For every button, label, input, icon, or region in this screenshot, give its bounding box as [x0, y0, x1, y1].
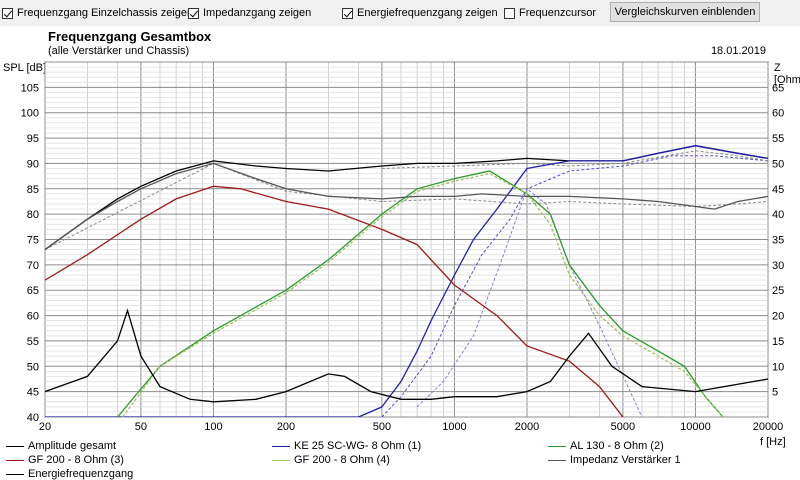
y-tick-label-right: 10: [772, 361, 784, 373]
legend-swatch: [6, 459, 24, 461]
chart-title: Frequenzgang Gesamtbox: [48, 29, 212, 44]
chart-legend: Amplitude gesamt GF 200 - 8 Ohm (3) Ener…: [0, 438, 800, 480]
y-tick-label-right: 35: [772, 235, 784, 247]
y-tick-label-right: 50: [772, 158, 784, 170]
checkbox-impedanzgang-label: Impedanzgang zeigen: [203, 7, 312, 19]
y-tick-label-left: 85: [27, 184, 39, 196]
checkbox-einzelchassis[interactable]: Frequenzgang Einzelchassis zeigen: [2, 5, 193, 21]
x-tick-label: 2000: [515, 421, 539, 433]
legend-label: Amplitude gesamt: [28, 440, 117, 452]
y-tick-label-left: 45: [27, 387, 39, 399]
y-tick-label-right: 60: [772, 108, 784, 120]
y-tick-label-left: 75: [27, 235, 39, 247]
legend-item: GF 200 - 8 Ohm (3): [6, 454, 124, 466]
y-tick-label-right: 20: [772, 311, 784, 323]
comparison-dashed-line: [416, 187, 643, 417]
legend-item: Energiefrequenzgang: [6, 468, 133, 480]
y-tick-label-left: 55: [27, 336, 39, 348]
x-tick-label: 100: [204, 421, 222, 433]
y-tick-label-left: 90: [27, 158, 39, 170]
legend-item: Amplitude gesamt: [6, 440, 116, 452]
legend-label: KE 25 SC-WG- 8 Ohm (1): [294, 440, 422, 452]
y-tick-label-left: 100: [21, 108, 39, 120]
y-tick-label-left: 40: [27, 412, 39, 424]
series-line-5: [122, 172, 724, 417]
checkbox-impedanzgang-box[interactable]: [188, 7, 199, 19]
legend-label: Energiefrequenzgang: [28, 468, 134, 480]
x-tick-label: 200: [277, 421, 295, 433]
legend-item: Impedanz Verstärker 1: [548, 454, 681, 466]
legend-swatch: [272, 445, 290, 447]
legend-label: GF 200 - 8 Ohm (3): [28, 454, 124, 466]
y-axis-right-title: Z [Ohm]: [774, 62, 800, 86]
legend-item: KE 25 SC-WG- 8 Ohm (1): [272, 440, 421, 452]
y-tick-label-right: 30: [772, 260, 784, 272]
series-line-3: [117, 170, 724, 417]
toolbar: Frequenzgang Einzelchassis zeigen Impeda…: [0, 0, 800, 26]
vergleichskurven-button[interactable]: Vergleichskurven einblenden: [610, 2, 760, 22]
x-axis-title: f [Hz]: [760, 436, 786, 448]
checkbox-frequenzcursor-label: Frequenzcursor: [519, 7, 597, 19]
y-tick-label-right: 45: [772, 184, 784, 196]
legend-item: AL 130 - 8 Ohm (2): [548, 440, 664, 452]
y-tick-label-left: 70: [27, 260, 39, 272]
x-tick-label: 20000: [753, 421, 784, 433]
legend-label: Impedanz Verstärker 1: [570, 454, 681, 466]
y-tick-label-left: 80: [27, 209, 39, 221]
y-tick-label-left: 60: [27, 311, 39, 323]
comparison-dashed-line: [381, 150, 768, 169]
checkbox-einzelchassis-label: Frequenzgang Einzelchassis zeigen: [17, 7, 194, 19]
checkbox-frequenzcursor-box[interactable]: [504, 7, 515, 19]
y-tick-label-right: 65: [772, 82, 784, 94]
x-tick-label: 20: [39, 421, 51, 433]
y-tick-label-right: 5: [772, 387, 778, 399]
frequency-response-plot: 1051009590858075706560555045406560555045…: [21, 61, 784, 433]
series-line-6: [45, 162, 768, 251]
y-tick-label-right: 55: [772, 133, 784, 145]
x-tick-label: 50: [135, 421, 147, 433]
legend-swatch: [6, 445, 24, 447]
legend-swatch: [548, 459, 566, 461]
comparison-dashed-line: [45, 162, 768, 251]
legend-swatch: [272, 459, 290, 461]
x-tick-label: 1000: [442, 421, 466, 433]
y-tick-label-left: 95: [27, 133, 39, 145]
checkbox-energiefrequenzgang-box[interactable]: [342, 7, 353, 19]
x-tick-label: 5000: [611, 421, 635, 433]
chart-date: 18.01.2019: [710, 45, 766, 57]
x-tick-label: 10000: [680, 421, 711, 433]
y-tick-label-right: 40: [772, 209, 784, 221]
checkbox-frequenzcursor[interactable]: Frequenzcursor: [504, 5, 596, 21]
y-axis-left-title: SPL [dB]: [3, 62, 47, 74]
y-tick-label-right: 15: [772, 336, 784, 348]
legend-label: AL 130 - 8 Ohm (2): [570, 440, 664, 452]
legend-swatch: [6, 473, 24, 475]
checkbox-energiefrequenzgang-label: Energiefrequenzgang zeigen: [357, 7, 498, 19]
legend-item: GF 200 - 8 Ohm (4): [272, 454, 390, 466]
y-tick-label-left: 65: [27, 285, 39, 297]
y-tick-label-left: 50: [27, 361, 39, 373]
checkbox-energiefrequenzgang[interactable]: Energiefrequenzgang zeigen: [342, 5, 498, 21]
checkbox-einzelchassis-box[interactable]: [2, 7, 13, 19]
y-tick-label-right: 25: [772, 285, 784, 297]
legend-swatch: [548, 445, 566, 447]
checkbox-impedanzgang[interactable]: Impedanzgang zeigen: [188, 5, 311, 21]
series-line-7: [45, 308, 768, 403]
y-tick-label-left: 105: [21, 82, 39, 94]
x-tick-label: 500: [373, 421, 391, 433]
series-line-2: [45, 145, 768, 417]
series-line-4: [45, 185, 624, 417]
legend-label: GF 200 - 8 Ohm (4): [294, 454, 390, 466]
chart-subtitle: (alle Verstärker und Chassis): [48, 45, 190, 57]
chart-area: Frequenzgang Gesamtbox (alle Verstärker …: [0, 26, 800, 480]
